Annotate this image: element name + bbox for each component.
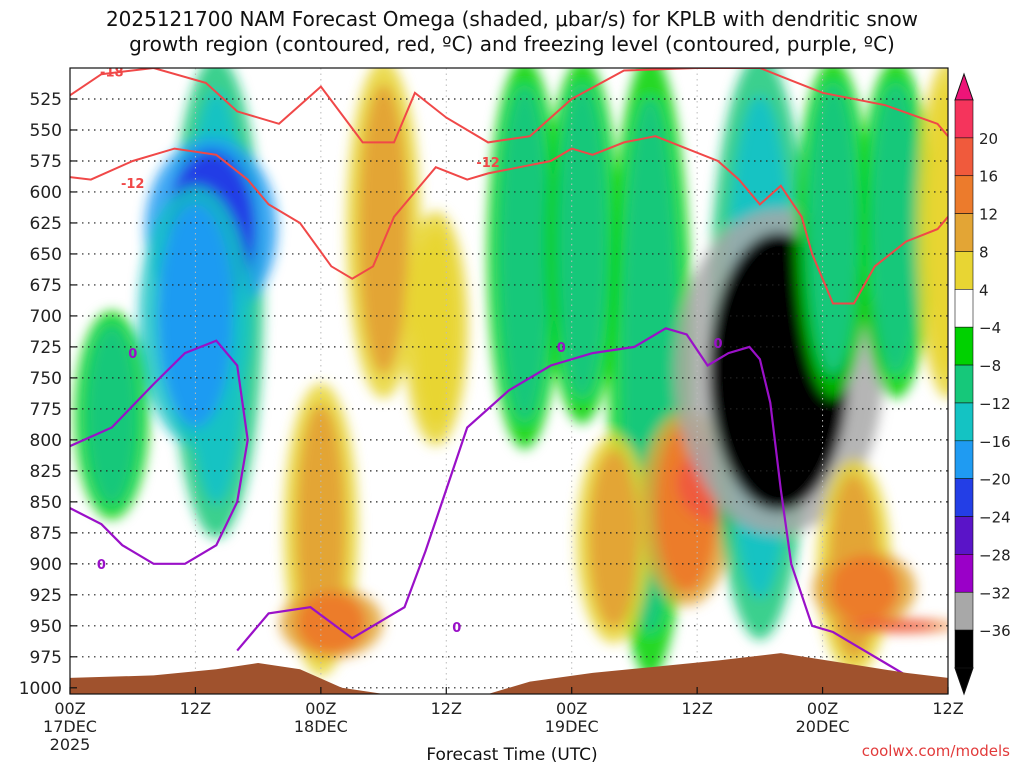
fz-label-5: 0: [714, 337, 723, 352]
fz-label-1: 0: [128, 347, 137, 362]
gridlines: [70, 68, 948, 694]
colorbar-label: 8: [979, 243, 989, 261]
y-tick-label: 625: [30, 214, 62, 234]
x-date-label: 20DEC: [796, 717, 850, 736]
colorbar-segment: [954, 289, 974, 328]
colorbar-label: 4: [979, 281, 989, 299]
colorbar-label: −28: [979, 546, 1011, 564]
y-tick-label: 800: [30, 431, 62, 451]
omega-cell: [829, 555, 899, 623]
y-tick-label: 725: [30, 338, 62, 358]
omega-cell: [557, 85, 607, 398]
omega-cell: [414, 227, 458, 429]
y-tick-label: 550: [30, 121, 62, 141]
y-tick-label: 675: [30, 276, 62, 296]
x-date-label: 18DEC: [294, 717, 348, 736]
x-tick-label: 00Z: [54, 699, 85, 718]
y-tick-label: 1000: [19, 679, 62, 699]
omega-cell: [87, 325, 137, 505]
x-tick-label: 00Z: [556, 699, 587, 718]
chart-title-line2: growth region (contoured, red, ºC) and f…: [129, 32, 895, 56]
colorbar-label: −12: [979, 395, 1011, 413]
x-tick-label: 12Z: [431, 699, 462, 718]
fz-label-3: 0: [557, 341, 566, 356]
colorbar-bottom-arrow: [954, 667, 974, 696]
colorbar-segment: [954, 440, 974, 479]
colorbar-label: 20: [979, 130, 998, 148]
plot-border: [69, 67, 949, 695]
chart-title-line1: 2025121700 NAM Forecast Omega (shaded, μ…: [105, 7, 919, 31]
colorbar-label: −8: [979, 357, 1001, 375]
colorbar-segment: [954, 213, 974, 252]
freezing-level-contour-2: [236, 327, 918, 683]
colorbar-segment: [954, 591, 974, 631]
colorbar-segment: [954, 326, 974, 366]
omega-cell: [854, 620, 937, 632]
colorbar-segment: [954, 554, 974, 593]
colorbar-segment: [954, 137, 974, 177]
dgz-label-12b: -12: [476, 156, 500, 171]
x-date-label: 17DEC: [43, 717, 97, 736]
colorbar-segment: [954, 364, 974, 404]
omega-cell: [358, 84, 409, 375]
freezing-level-contour: [70, 339, 249, 565]
y-tick-label: 600: [30, 183, 62, 203]
x-axis-label: Forecast Time (UTC): [426, 745, 598, 765]
x-tick-label: 12Z: [932, 699, 963, 718]
x-tick-label: 12Z: [180, 699, 211, 718]
plot-area: -18 -12 -12 0 0 0 0 0: [70, 66, 948, 694]
omega-cell: [870, 84, 921, 375]
y-tick-label: 575: [30, 152, 62, 172]
omega-cell: [499, 86, 550, 422]
colorbar: 20 16 12 8 4 −4 −8 −12 −16 −20 −24 −28 −32 −36: [954, 72, 1011, 696]
x-tick-label: 12Z: [681, 699, 712, 718]
x-tick-label: 00Z: [807, 699, 838, 718]
colorbar-segment: [954, 251, 974, 290]
x-year-label: 2025: [50, 735, 91, 754]
fz-label-4: 0: [452, 621, 461, 636]
colorbar-label: −24: [979, 509, 1011, 527]
y-tick-label: 700: [30, 307, 62, 327]
colorbar-segment: [954, 99, 974, 139]
colorbar-segment: [954, 516, 974, 555]
y-tick-label: 975: [30, 648, 62, 668]
colorbar-label: −4: [979, 319, 1001, 337]
x-date-label: 19DEC: [545, 717, 599, 736]
colorbar-label: 12: [979, 206, 998, 224]
colorbar-segment: [954, 402, 974, 442]
y-tick-label: 950: [30, 617, 62, 637]
y-tick-label: 525: [30, 90, 62, 110]
y-tick-label: 650: [30, 245, 62, 265]
dgz-contour-upper: [70, 68, 948, 144]
y-tick-label: 850: [30, 493, 62, 513]
colorbar-segment: [954, 629, 974, 669]
y-tick-label: 750: [30, 369, 62, 389]
fz-label-2: 0: [97, 558, 106, 573]
y-tick-label: 900: [30, 555, 62, 575]
dgz-label-12a: -12: [121, 177, 145, 192]
y-tick-label: 875: [30, 524, 62, 544]
omega-cell: [588, 449, 639, 629]
colorbar-top-arrow: [954, 72, 974, 101]
colorbar-label: 16: [979, 168, 998, 186]
omega-shading: [74, 68, 948, 678]
colorbar-segment: [954, 478, 974, 517]
dgz-label-18: -18: [100, 66, 124, 81]
y-tick-label: 925: [30, 586, 62, 606]
y-tick-label: 825: [30, 462, 62, 482]
y-tick-label: 775: [30, 400, 62, 420]
colorbar-segment: [954, 175, 974, 214]
terrain-fill: [70, 653, 948, 694]
colorbar-label: −36: [979, 622, 1011, 640]
colorbar-label: −32: [979, 584, 1011, 602]
colorbar-label: −16: [979, 433, 1011, 451]
colorbar-label: −20: [979, 471, 1011, 489]
dgz-contour-lower: [70, 135, 948, 305]
omega-cell: [808, 84, 858, 375]
credit-text[interactable]: coolwx.com/models: [861, 742, 1010, 760]
x-tick-label: 00Z: [305, 699, 336, 718]
